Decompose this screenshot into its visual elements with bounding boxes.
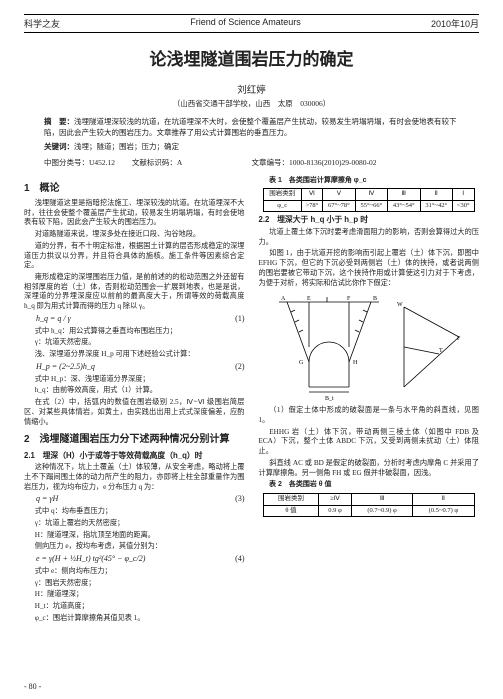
affiliation: （山西省交通干部学校，山西 太原 030006）: [24, 98, 479, 109]
eq1-where1: 式中 h_q：用公式算得之垂直均布围岩压力；: [24, 327, 245, 337]
section-2-title: 2 浅埋隧道围岩压力分下述两种情况分别计算: [24, 433, 245, 447]
col2-p3: （1）假定土体中形成的破裂面是一条与水平角的斜直线，见图 1。: [259, 406, 480, 425]
col2-we: 式中 e：侧向均布压力；: [24, 567, 245, 577]
clc-value: U452.12: [89, 158, 115, 167]
doccode-label: 文献标识码：: [132, 158, 177, 167]
svg-text:B: B: [373, 296, 377, 302]
svg-text:B_t: B_t: [325, 396, 334, 402]
svg-text:F: F: [347, 296, 351, 302]
page-header: 科学之友 Friend of Science Amateurs 2010年10月: [24, 17, 479, 30]
s1-p4: 雍形成稳定的深埋围岩压力值，是前前述的的松动范围之外还留有相邻厚度的岩（土）体，…: [24, 273, 245, 312]
equation-3: q = γH(3): [24, 494, 245, 505]
eq2-p1: 在式（2）中，括弧内的数值在围岩级别 2.5，Ⅳ~Ⅵ 级围岩简层区、对某些具体情…: [24, 398, 245, 427]
body-columns: 1 概论 浅埋隧道这里是指暗挖法施工、埋深较浅的坑道。在坑道埋深不大时，往往会使…: [24, 176, 479, 654]
s2-p1: 这种情况下，坑上土覆盖（土）体较薄，从安全考虑，略动将上覆土不下蹋间围土体的动力…: [24, 463, 245, 492]
section-1-title: 1 概论: [24, 182, 245, 196]
equation-1: h_q = q / γ(1): [24, 314, 245, 325]
col2-p2: 如图 1，由于坑道开挖的影响而引起上覆岩（土）体下沉，即图中 EFHG 下沉，但…: [259, 249, 480, 288]
abstract-text: 浅埋隧道埋深较浅的坑道，在坑道埋深不大时，会使整个覆盖层产生扰动，较易发生坍塌坍…: [44, 117, 457, 137]
figure-1: A E F B G H B_t W T F: [259, 292, 480, 402]
keywords-label: 关键词：: [44, 142, 74, 151]
equation-4: e = γ(H + ½H_t) tg²(45° − φ_c/2)(4): [24, 554, 245, 565]
header-right: 2010年10月: [431, 17, 479, 30]
svg-text:H: H: [353, 360, 358, 366]
col2-wg: γ：围岩天然密度；: [24, 579, 245, 589]
equation-2: H_p = (2~2.5)h_q(2): [24, 362, 245, 373]
eq1-where2: γ：坑道天然密度。: [24, 338, 245, 348]
page-number: - 80 -: [24, 682, 41, 691]
eq3-where3: H：隧道埋深，指坑顶至地面的距离。: [24, 531, 245, 541]
artno-label: 文章编号：: [252, 158, 290, 167]
col2-wHt: H_t：坑道高度；: [24, 602, 245, 612]
header-center: Friend of Science Amateurs: [190, 17, 301, 30]
col2-p5: 斜直线 AC 或 BD 是假定的破裂面，分析时考虑内摩角 C 并采用了计算摩擦角…: [259, 459, 480, 478]
keywords-text: 浅埋；隧道；围岩；压力；确定: [74, 142, 179, 151]
eq2-where2: h_q：由前等效高度，用式（1）计算。: [24, 386, 245, 396]
svg-text:G: G: [299, 360, 304, 366]
svg-text:F: F: [457, 336, 461, 342]
author: 刘红婷: [24, 82, 479, 96]
s1-p3: 道的分界，有不十明定标准，根据国土计算的层否形成稳定的深埋道压力拱议以分界，并且…: [24, 242, 245, 271]
table-2-caption: 表 2 各类围岩 θ 值: [259, 480, 480, 489]
eq2-where1: 式中 H_p：深、浅埋道道分界深度；: [24, 375, 245, 385]
col2-wphi: φ_c：围岩计算摩擦角其值见表 1。: [24, 614, 245, 624]
article-title: 论浅埋隧道围岩压力的确定: [24, 45, 479, 70]
table-1: 围岩类别 Ⅵ Ⅴ Ⅳ Ⅲ Ⅱ Ⅰ φ_c >78° 67°~78° 55°~66…: [263, 188, 475, 213]
col2-wH: H：隧道埋深；: [24, 590, 245, 600]
abstract: 摘 要：浅埋隧道埋深较浅的坑道，在坑道埋深不大时，会使整个覆盖层产生扰动，较易发…: [44, 117, 459, 138]
s2-p2: 侧向压力 e，按均布考虑，其值分别为：: [24, 542, 245, 552]
svg-text:W: W: [397, 302, 403, 308]
meta-row: 中图分类号：U452.12 文献标识码：A 文章编号：1000-8136(201…: [44, 157, 459, 168]
header-left: 科学之友: [24, 17, 60, 30]
svg-text:T: T: [439, 348, 443, 354]
clc-label: 中图分类号：: [44, 158, 89, 167]
section-2-1-title: 2.1 埋深（H）小于或等于等效荷载高度（h_q）时: [24, 451, 245, 462]
eq2-pre: 浅、深埋道分界深度 H_p 可用下述经验公式计算：: [24, 350, 245, 360]
svg-text:A: A: [281, 296, 286, 302]
eq3-where2: γ：坑道上覆岩的天然密度；: [24, 519, 245, 529]
eq3-where1: 式中 q：均布垂直压力；: [24, 507, 245, 517]
doccode-value: A: [177, 158, 182, 167]
abstract-label: 摘 要：: [44, 117, 74, 126]
table-1-caption: 表 1 各类围岩计算摩擦角 φ_c: [259, 176, 480, 185]
artno-value: 1000-8136(2010)29-0080-02: [289, 158, 377, 167]
s1-p1: 浅埋隧道这里是指暗挖法施工、埋深较浅的坑道。在坑道埋深不大时，往往会使整个覆盖层…: [24, 199, 245, 228]
s1-p2: 对道路隧道来说，埋深多处在接近口段、沟谷地段。: [24, 230, 245, 240]
col2-p4: EHHG 岩（土）体下沉，带动两侧三棱土体（如图中 FDB 及 ECA）下沉，整…: [259, 428, 480, 457]
col2-p1: 坑道上覆土体下沉时要考虑滑面阻力的影响，否则会算得过大的压力。: [259, 228, 480, 247]
section-2-2-title: 2.2 埋深大于 h_q 小于 h_p 时: [259, 215, 480, 226]
svg-text:E: E: [307, 296, 311, 302]
keywords: 关键词：浅埋；隧道；围岩；压力；确定: [44, 142, 459, 153]
table-2: 围岩类别 ≥Ⅳ Ⅲ Ⅱ θ 值 0.9 φ (0.7~0.9) φ (0.5~0…: [263, 493, 475, 518]
